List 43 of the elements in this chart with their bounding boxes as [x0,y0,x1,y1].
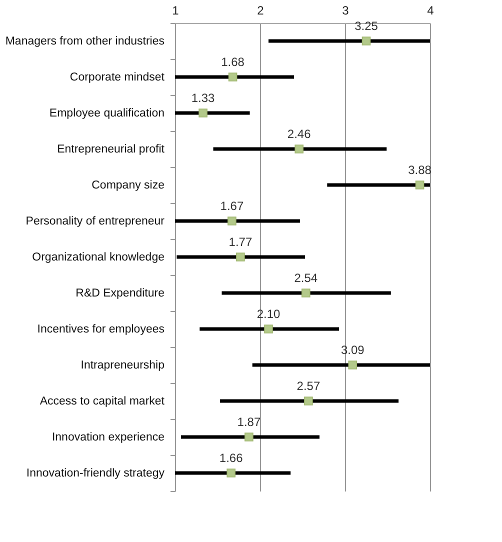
x-tick-label: 4 [427,4,434,18]
point [304,396,313,406]
x-tick-label: 2 [257,4,264,18]
data-label: 1.33 [191,91,216,105]
data-label: 3.25 [354,19,378,33]
point [226,468,236,478]
x-tick-label: 1 [172,4,180,18]
point [362,36,371,46]
point [228,72,238,82]
data-label: 1.68 [221,55,245,69]
y-tick-label: Incentives for employees [37,324,165,336]
y-tick-label: Innovation experience [52,432,164,444]
y-tick-label: Corporate mindset [70,72,166,84]
point [415,180,424,190]
y-tick-label: Company size [92,180,164,192]
y-tick-label: Access to capital market [40,396,166,408]
y-tick-label: Employee qualification [49,108,164,120]
data-label: 2.46 [287,127,312,141]
data-label: 2.54 [294,271,318,285]
y-tick-label: Organizational knowledge [32,252,164,264]
data-label: 1.66 [219,451,244,465]
y-tick-label: R&D Expenditure [76,288,164,300]
y-tick-label: Entrepreneurial profit [57,144,166,156]
y-tick-label: Innovation-friendly strategy [26,468,165,480]
data-label: 1.67 [220,199,244,213]
point [302,288,310,298]
point [244,432,254,442]
point [198,108,208,118]
y-tick-label: Managers from other industries [5,36,165,48]
point [294,144,304,154]
data-label: 3.09 [340,343,365,357]
data-label: 1.77 [228,235,252,249]
point [236,252,245,262]
data-label: 2.57 [296,379,320,393]
y-tick-label: Intrapreneurship [80,360,164,372]
data-label: 3.88 [408,163,432,177]
point [228,216,236,226]
point [348,360,358,370]
data-label: 1.87 [237,415,261,429]
data-label: 2.10 [256,307,280,321]
y-tick-label: Personality of entrepreneur [26,216,165,228]
point [264,324,273,334]
x-tick-label: 3 [342,4,350,18]
